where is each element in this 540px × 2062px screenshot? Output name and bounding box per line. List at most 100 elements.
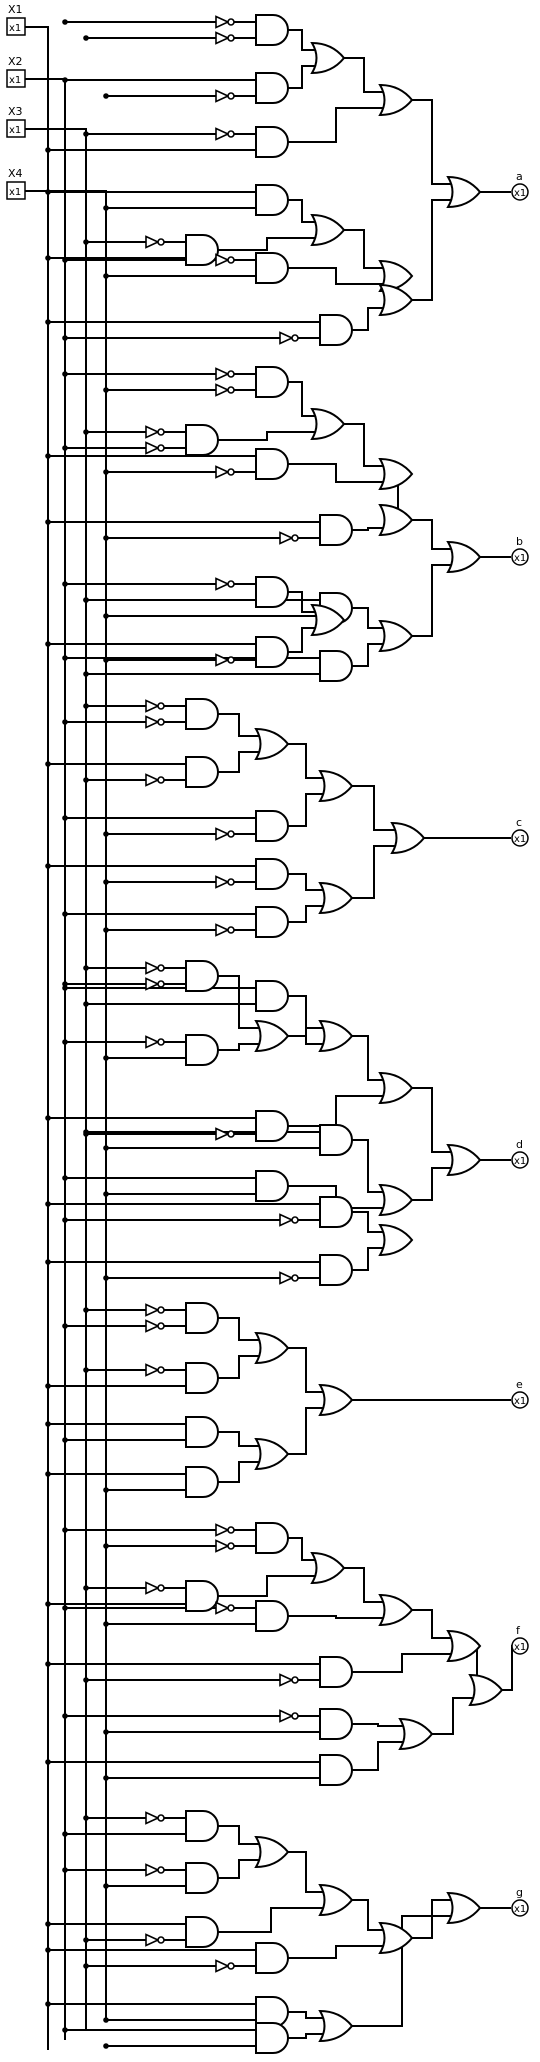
- wire: [412, 1609, 452, 1639]
- not-gate: [215, 383, 230, 397]
- input-pin-box-text: x1: [9, 75, 21, 86]
- or-gate: [446, 540, 482, 574]
- input-pin-box-text: x1: [9, 23, 21, 34]
- not-gate: [145, 699, 160, 713]
- and-gate: [319, 1754, 353, 1786]
- output-pin-box-text: x1: [514, 188, 526, 199]
- not-bubble: [227, 926, 235, 934]
- wire: [412, 99, 452, 185]
- wire: [344, 229, 384, 269]
- wire: [288, 1537, 316, 1561]
- wire: [288, 995, 324, 1045]
- or-gate: [310, 1551, 346, 1585]
- and-gate: [185, 1466, 219, 1498]
- not-gate: [145, 1363, 160, 1377]
- not-gate: [279, 1673, 294, 1687]
- not-gate: [215, 253, 230, 267]
- wire: [288, 591, 316, 613]
- wire: [288, 463, 384, 483]
- and-gate: [255, 1942, 289, 1974]
- not-gate: [215, 89, 230, 103]
- and-gate: [185, 1916, 219, 1948]
- not-gate: [145, 441, 160, 455]
- not-gate: [279, 1271, 294, 1285]
- and-gate: [185, 1362, 219, 1394]
- not-gate: [279, 1213, 294, 1227]
- not-bubble: [227, 386, 235, 394]
- not-bubble: [227, 1526, 235, 1534]
- or-gate: [254, 1331, 290, 1365]
- not-bubble: [291, 1676, 299, 1684]
- not-bubble: [291, 334, 299, 342]
- and-gate: [255, 448, 289, 480]
- not-bubble: [227, 878, 235, 886]
- and-gate: [255, 72, 289, 104]
- output-pin-label: g: [516, 1886, 523, 1899]
- wire: [288, 29, 316, 51]
- or-gate: [318, 1383, 354, 1417]
- and-gate: [319, 514, 353, 546]
- not-bubble: [157, 428, 165, 436]
- wire: [218, 1431, 260, 1447]
- and-gate: [255, 1110, 289, 1142]
- wire: [352, 607, 384, 629]
- or-gate: [310, 213, 346, 247]
- wire: [412, 1087, 452, 1153]
- output-pin-box-text: x1: [514, 1156, 526, 1167]
- or-gate: [446, 1891, 482, 1925]
- and-gate: [255, 126, 289, 158]
- or-gate: [446, 1143, 482, 1177]
- input-pin-box: [6, 69, 26, 88]
- not-bubble: [227, 18, 235, 26]
- not-gate: [215, 367, 230, 381]
- or-gate: [446, 1629, 482, 1663]
- wire: [218, 1043, 260, 1051]
- or-gate: [310, 41, 346, 75]
- wire: [352, 845, 396, 899]
- wire: [432, 1697, 474, 1735]
- wire: [218, 431, 316, 441]
- not-gate: [215, 577, 230, 591]
- and-gate: [255, 1522, 289, 1554]
- and-gate: [185, 1580, 219, 1612]
- not-gate: [145, 1319, 160, 1333]
- not-bubble: [157, 1936, 165, 1944]
- wire: [352, 1723, 404, 1727]
- wire: [288, 627, 316, 653]
- output-pin-label: f: [516, 1624, 521, 1637]
- not-bubble: [157, 1038, 165, 1046]
- wire: [288, 65, 316, 89]
- not-gate: [215, 15, 230, 29]
- and-gate: [255, 810, 289, 842]
- or-gate: [446, 175, 482, 209]
- not-bubble: [227, 34, 235, 42]
- and-gate: [185, 698, 219, 730]
- and-gate: [319, 1708, 353, 1740]
- or-gate: [378, 1223, 414, 1257]
- and-gate: [255, 366, 289, 398]
- output-pin: [511, 183, 529, 201]
- not-bubble: [291, 1712, 299, 1720]
- output-pin-box-text: x1: [514, 1642, 526, 1653]
- input-pin-box: [6, 17, 26, 36]
- not-bubble: [157, 1814, 165, 1822]
- or-gate: [378, 1183, 414, 1217]
- not-gate: [145, 961, 160, 975]
- wire: [288, 1945, 384, 1959]
- output-pin: [511, 1391, 529, 1409]
- not-gate: [145, 1581, 160, 1595]
- not-gate: [215, 1127, 230, 1141]
- not-bubble: [157, 444, 165, 452]
- not-gate: [145, 425, 160, 439]
- output-pin-label: d: [516, 1138, 523, 1151]
- or-gate: [378, 457, 414, 491]
- and-gate: [319, 1124, 353, 1156]
- or-gate: [390, 821, 426, 855]
- and-gate: [185, 1302, 219, 1334]
- or-gate: [254, 1835, 290, 1869]
- wire: [288, 1407, 324, 1455]
- not-gate: [145, 977, 160, 991]
- or-gate: [310, 603, 346, 637]
- or-gate: [254, 1019, 290, 1053]
- and-gate: [255, 1170, 289, 1202]
